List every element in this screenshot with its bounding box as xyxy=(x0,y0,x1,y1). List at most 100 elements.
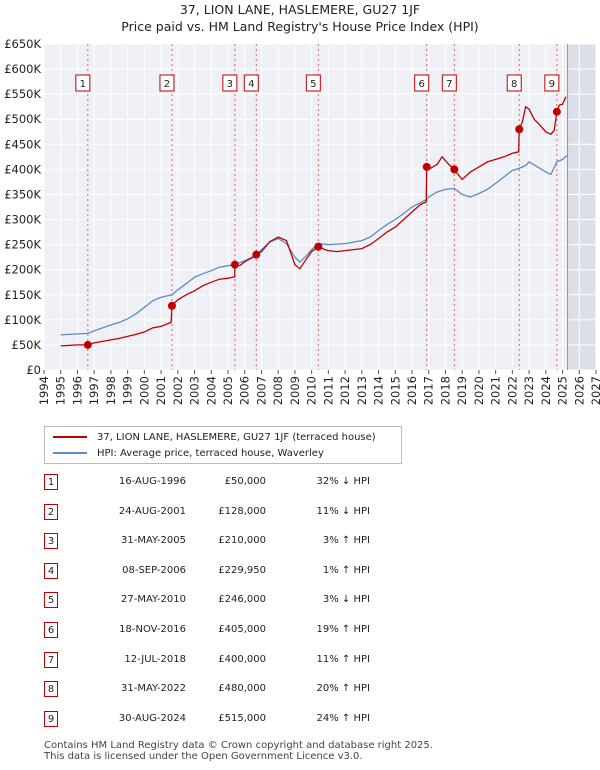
x-tick-label: 2018 xyxy=(438,376,452,405)
y-tick-label: £100K xyxy=(4,313,41,327)
sale-hpi-diff: 1% ↑ HPI xyxy=(322,564,370,576)
sale-number-box xyxy=(414,74,430,92)
sale-date: 12-JUL-2018 xyxy=(124,653,186,665)
x-tick-label: 2022 xyxy=(505,376,519,405)
x-tick-label: 1997 xyxy=(87,376,101,405)
sale-row: 4 08-SEP-2006 £229,950 1% ↑ HPI xyxy=(0,559,600,585)
x-tick-label: 2012 xyxy=(338,376,352,405)
sale-row: 9 30-AUG-2024 £515,000 24% ↑ HPI xyxy=(0,707,600,733)
sale-number-label: 1 xyxy=(80,79,86,90)
x-tick-label: 2006 xyxy=(238,376,252,405)
y-tick-label: £50K xyxy=(12,338,42,352)
y-tick-label: £250K xyxy=(4,238,41,252)
sale-number: 5 xyxy=(44,592,58,609)
x-tick-label: 2001 xyxy=(154,376,168,405)
y-tick-label: £400K xyxy=(4,162,41,176)
sale-number: 9 xyxy=(44,710,58,727)
x-tick-label: 2004 xyxy=(204,376,218,405)
x-tick-label: 2007 xyxy=(254,376,268,405)
legend-swatch-hpi xyxy=(53,452,87,454)
chart-legend: 37, LION LANE, HASLEMERE, GU27 1JF (terr… xyxy=(44,426,402,464)
sale-point xyxy=(230,260,239,269)
sale-hpi-diff: 11% ↑ HPI xyxy=(316,653,370,665)
sale-row: 5 27-MAY-2010 £246,000 3% ↓ HPI xyxy=(0,588,600,614)
x-tick-label: 2026 xyxy=(572,376,586,405)
sale-date: 16-AUG-1996 xyxy=(118,476,186,487)
sale-price: £50,000 xyxy=(224,476,266,487)
future-region xyxy=(567,44,596,370)
sale-row: 7 12-JUL-2018 £400,000 11% ↑ HPI xyxy=(0,648,600,674)
x-tick-label: 2011 xyxy=(321,376,335,405)
sale-row: 2 24-AUG-2001 £128,000 11% ↓ HPI xyxy=(0,500,600,526)
x-tick-label: 1995 xyxy=(54,376,68,405)
sale-hpi-diff: 32% ↓ HPI xyxy=(316,476,370,487)
sale-row: 1 16-AUG-1996 £50,000 32% ↓ HPI xyxy=(0,470,600,496)
sale-number-box xyxy=(243,74,259,92)
x-tick-label: 2015 xyxy=(388,376,402,405)
sale-point xyxy=(422,162,431,171)
sale-row: 6 18-NOV-2016 £405,000 19% ↑ HPI xyxy=(0,618,600,644)
y-tick-label: £300K xyxy=(4,213,41,227)
legend-label-property: 37, LION LANE, HASLEMERE, GU27 1JF (terr… xyxy=(97,431,376,443)
x-tick-label: 2016 xyxy=(405,376,419,405)
sale-price: £400,000 xyxy=(218,653,266,665)
sale-point xyxy=(450,165,459,174)
x-tick-label: 1996 xyxy=(70,376,84,405)
x-tick-label: 2027 xyxy=(589,376,600,405)
sale-number-box xyxy=(75,74,91,92)
footer-copyright: Contains HM Land Registry data © Crown c… xyxy=(44,740,433,751)
y-tick-label: £350K xyxy=(4,187,41,201)
sale-number: 3 xyxy=(44,533,58,550)
legend-item-hpi: HPI: Average price, terraced house, Wave… xyxy=(53,446,324,460)
sale-number-label: 8 xyxy=(511,79,517,90)
y-tick-label: £0 xyxy=(26,363,41,377)
x-tick-label: 2020 xyxy=(472,376,486,405)
sale-hpi-diff: 24% ↑ HPI xyxy=(316,712,370,724)
sale-number-box xyxy=(506,74,522,92)
sale-number-label: 2 xyxy=(164,79,170,90)
sale-number-box xyxy=(544,74,560,92)
footer: Contains HM Land Registry data © Crown c… xyxy=(44,740,433,762)
sale-number-box xyxy=(305,74,321,92)
sale-number: 1 xyxy=(44,474,58,490)
x-tick-label: 2019 xyxy=(455,376,469,405)
legend-label-hpi: HPI: Average price, terraced house, Wave… xyxy=(97,447,324,459)
sale-date: 18-NOV-2016 xyxy=(119,624,186,635)
sale-point xyxy=(314,242,323,251)
sale-point xyxy=(552,107,561,116)
sale-price: £515,000 xyxy=(218,712,266,724)
sale-date: 31-MAY-2005 xyxy=(120,535,186,547)
x-tick-label: 2003 xyxy=(188,376,202,405)
sale-row: 3 31-MAY-2005 £210,000 3% ↑ HPI xyxy=(0,529,600,555)
sale-number-label: 9 xyxy=(549,79,555,90)
sale-price: £480,000 xyxy=(218,683,266,695)
footer-licence: This data is licensed under the Open Gov… xyxy=(44,751,363,762)
series-line-property xyxy=(60,96,567,347)
x-tick-label: 2025 xyxy=(556,376,570,405)
sale-point xyxy=(167,301,176,310)
sale-date: 30-AUG-2024 xyxy=(118,712,186,724)
sale-number: 2 xyxy=(44,503,58,520)
x-tick-label: 1999 xyxy=(121,376,135,405)
sale-number: 4 xyxy=(44,562,58,579)
sale-hpi-diff: 3% ↑ HPI xyxy=(322,535,370,547)
y-tick-label: £550K xyxy=(4,87,41,101)
chart-subtitle: Price paid vs. HM Land Registry's House … xyxy=(121,19,479,34)
sale-number: 7 xyxy=(44,651,58,668)
sale-number-label: 4 xyxy=(248,79,254,90)
sale-point xyxy=(252,250,261,259)
sale-number-label: 5 xyxy=(310,79,316,90)
y-tick-label: £650K xyxy=(4,37,41,51)
x-tick-label: 2005 xyxy=(221,376,235,405)
x-tick-label: 2024 xyxy=(539,376,553,405)
sale-number-label: 6 xyxy=(419,79,425,90)
x-tick-label: 2023 xyxy=(522,376,536,405)
sale-number-label: 3 xyxy=(227,79,233,90)
price-chart: 1 2 3 4 5 6 7 8 9 £0 £50K £100K £150K £200K £250K £300K… xyxy=(4,37,600,405)
chart-title: 37, LION LANE, HASLEMERE, GU27 1JF xyxy=(179,2,421,17)
x-tick-label: 2009 xyxy=(288,376,302,405)
x-tick-label: 2010 xyxy=(305,376,319,405)
sale-price: £246,000 xyxy=(218,594,266,606)
sale-date: 24-AUG-2001 xyxy=(118,505,186,517)
x-tick-label: 2013 xyxy=(355,376,369,405)
